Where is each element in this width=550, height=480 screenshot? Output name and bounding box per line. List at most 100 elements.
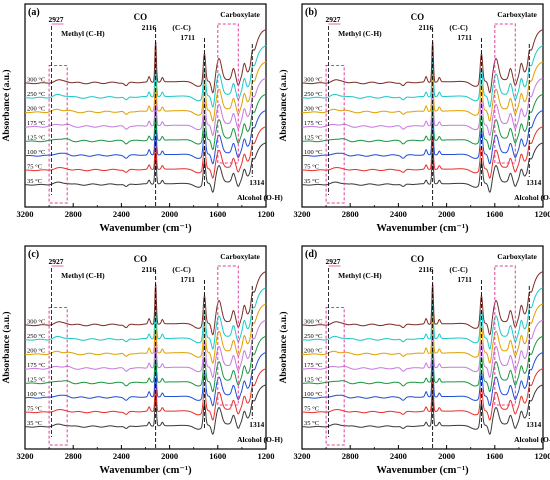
series-label: 250 °C <box>304 91 322 98</box>
x-tick-label: 1600 <box>209 451 226 461</box>
alcohol-label: Alcohol (O-H) <box>237 435 283 444</box>
x-tick-label: 2000 <box>161 209 178 219</box>
series-label: 100 °C <box>304 391 322 398</box>
co-label: CO <box>134 254 148 264</box>
series-label: 125 °C <box>304 135 322 142</box>
x-tick-label: 2800 <box>65 451 82 461</box>
spectrum-line-3 <box>302 110 543 165</box>
x-tick-label: 3200 <box>294 451 311 461</box>
panel-letter: (b) <box>305 7 317 18</box>
series-label: 250 °C <box>304 333 322 340</box>
spectrum-line-6 <box>302 61 544 122</box>
x-tick-label: 1200 <box>535 451 550 461</box>
x-tick-label: 2400 <box>390 209 407 219</box>
panel-letter: (d) <box>305 249 317 260</box>
cc-wavenumber: 1711 <box>180 33 195 42</box>
spectrum-line-3 <box>25 110 266 165</box>
spectrum-line-7 <box>302 45 544 108</box>
series-label: 300 °C <box>304 77 322 84</box>
carboxylate-label: Carboxylate <box>497 252 537 261</box>
methyl-wavenumber: 2927 <box>49 15 64 24</box>
x-tick-label: 2000 <box>161 451 178 461</box>
spectrum-line-5 <box>302 319 544 378</box>
series-label: 35 °C <box>27 420 42 427</box>
series-label: 125 °C <box>27 135 45 142</box>
spectrum-line-7 <box>302 287 544 350</box>
series-label: 125 °C <box>304 377 322 384</box>
co-label: CO <box>411 254 425 264</box>
co-wavenumber: 2116 <box>142 23 157 32</box>
methyl-wavenumber: 2927 <box>49 257 64 266</box>
methyl-wavenumber: 2927 <box>326 257 341 266</box>
series-label: 250 °C <box>27 333 45 340</box>
alcohol-wavenumber: 1314 <box>526 420 541 429</box>
series-label: 175 °C <box>304 120 322 127</box>
series-label: 175 °C <box>304 362 322 369</box>
x-axis-label: Wavenumber (cm⁻¹) <box>376 465 469 476</box>
series-label: 300 °C <box>27 77 45 84</box>
series-label: 200 °C <box>304 106 322 113</box>
spectrum-line-7 <box>25 287 267 350</box>
chart-panel-2: 3200 2800 2400 2000 1600 1200 Wavenumber (cm⁻¹… <box>278 3 550 234</box>
spectrum-line-2 <box>302 126 543 179</box>
x-tick-label: 1600 <box>486 209 503 219</box>
alcohol-label: Alcohol (O-H) <box>514 435 550 444</box>
series-label: 300 °C <box>27 319 45 326</box>
spectrum-line-4 <box>302 93 544 151</box>
spectrum-line-8 <box>302 271 544 336</box>
spectrum-line-4 <box>25 335 267 393</box>
x-tick-label: 2800 <box>342 209 359 219</box>
x-tick-label: 1200 <box>258 451 275 461</box>
x-tick-label: 1200 <box>258 209 275 219</box>
methyl-label: Methyl (C-H) <box>61 29 105 38</box>
series-label: 75 °C <box>304 164 319 171</box>
x-tick-label: 2400 <box>113 209 130 219</box>
series-label: 100 °C <box>27 149 45 156</box>
series-label: 75 °C <box>27 164 42 171</box>
carboxylate-region-box <box>494 23 516 164</box>
series-label: 200 °C <box>27 348 45 355</box>
x-tick-label: 1200 <box>535 209 550 219</box>
spectrum-line-5 <box>25 319 267 378</box>
series-label: 35 °C <box>304 420 319 427</box>
spectrum-line-6 <box>25 303 267 364</box>
x-tick-label: 1600 <box>209 209 226 219</box>
carboxylate-label: Carboxylate <box>497 10 537 19</box>
methyl-region-box <box>325 307 345 446</box>
methyl-label: Methyl (C-H) <box>61 271 105 280</box>
spectrum-line-2 <box>25 368 266 421</box>
co-wavenumber: 2116 <box>142 265 157 274</box>
x-tick-label: 2000 <box>438 209 455 219</box>
cc-label: (C-C) <box>449 265 468 274</box>
x-tick-label: 2400 <box>390 451 407 461</box>
co-wavenumber: 2116 <box>419 265 434 274</box>
x-tick-label: 3200 <box>294 209 311 219</box>
co-label: CO <box>411 12 425 22</box>
x-tick-label: 2000 <box>438 451 455 461</box>
methyl-region-box <box>325 65 345 204</box>
series-label: 250 °C <box>27 91 45 98</box>
spectrum-line-3 <box>25 352 266 407</box>
chart-panel-1: 3200 2800 2400 2000 1600 1200 Wavenumber (cm⁻¹… <box>1 3 283 234</box>
chart-panel-3: 3200 2800 2400 2000 1600 1200 Wavenumber (cm⁻¹… <box>1 245 283 476</box>
cc-label: (C-C) <box>449 23 468 32</box>
series-label: 100 °C <box>304 149 322 156</box>
alcohol-label: Alcohol (O-H) <box>237 193 283 202</box>
series-label: 200 °C <box>304 348 322 355</box>
series-label: 175 °C <box>27 120 45 127</box>
co-label: CO <box>134 12 148 22</box>
series-label: 100 °C <box>27 391 45 398</box>
series-label: 175 °C <box>27 362 45 369</box>
x-tick-label: 2800 <box>342 451 359 461</box>
carboxylate-label: Carboxylate <box>220 10 260 19</box>
spectrum-line-5 <box>25 77 267 136</box>
cc-label: (C-C) <box>172 265 191 274</box>
series-label: 75 °C <box>27 406 42 413</box>
x-tick-label: 2800 <box>65 209 82 219</box>
series-label: 300 °C <box>304 319 322 326</box>
cc-wavenumber: 1711 <box>180 275 195 284</box>
x-tick-label: 2400 <box>113 451 130 461</box>
spectrum-line-6 <box>302 303 544 364</box>
x-tick-label: 1600 <box>486 451 503 461</box>
